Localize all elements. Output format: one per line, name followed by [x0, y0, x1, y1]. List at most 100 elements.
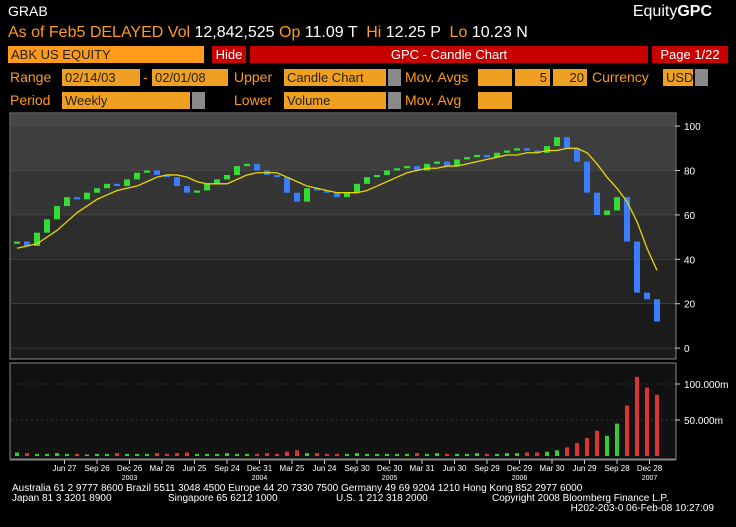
candle — [294, 192, 300, 202]
x-tick-label: Mar 26 — [150, 464, 175, 473]
ma2[interactable]: 20 — [553, 69, 587, 86]
upper-select[interactable]: Candle Chart — [284, 69, 386, 86]
candle — [274, 174, 280, 178]
x-tick-label: Sep 24 — [214, 464, 240, 473]
mov-avgs-label: Mov. Avgs — [405, 69, 469, 85]
dropdown-arrow[interactable] — [388, 92, 401, 109]
candle — [584, 161, 590, 193]
brand-name: GPC — [677, 3, 712, 20]
volume-bar — [55, 453, 59, 456]
candle — [44, 219, 50, 233]
x-tick-label: Dec 30 — [377, 464, 403, 473]
security[interactable]: ABK US EQUITY — [8, 46, 204, 63]
period[interactable]: Weekly — [62, 92, 190, 109]
volume-bar — [615, 423, 619, 456]
candle — [604, 210, 610, 215]
y-tick-label: 0 — [684, 344, 690, 355]
end-date[interactable]: 02/01/08 — [152, 69, 228, 86]
candle — [494, 152, 500, 158]
band — [11, 303, 675, 349]
y-tick-label: 60 — [684, 211, 696, 222]
band — [11, 114, 675, 127]
year-label: 2007 — [642, 475, 658, 482]
candle — [224, 174, 230, 180]
mov-avg-field[interactable] — [478, 92, 512, 109]
x-tick-label: Dec 29 — [507, 464, 533, 473]
footer-text: U.S. 1 212 318 2000 — [336, 493, 428, 504]
open: 11.09 — [304, 24, 344, 41]
y-tick-label: 100.000m — [684, 380, 728, 391]
dropdown-arrow[interactable] — [192, 92, 205, 109]
candle — [254, 163, 260, 171]
volume-bar — [205, 453, 209, 456]
range-label: Range — [10, 69, 52, 85]
volume-panel — [9, 362, 677, 460]
candle — [424, 163, 430, 171]
function: GRAB — [8, 3, 48, 19]
x-tick-label: Sep 26 — [84, 464, 110, 473]
footer-text: H202-203-0 06-Feb-08 10:27:09 — [571, 503, 715, 514]
footer-text: Australia 61 2 9777 8600 Brazil 5511 304… — [12, 483, 583, 494]
low: 10.23 — [471, 24, 512, 41]
volume-bar — [65, 453, 69, 456]
hide-button[interactable]: Hide — [212, 46, 246, 63]
volume-bar — [245, 453, 249, 456]
y-tick-label: 80 — [684, 167, 696, 178]
candle — [74, 197, 80, 200]
volume-bar — [365, 453, 369, 456]
brand-prefix: Equity — [632, 3, 678, 20]
volume-bar — [235, 453, 239, 456]
candle — [564, 137, 570, 149]
volume-bar — [495, 453, 499, 456]
x-tick-label: Jun 30 — [442, 464, 467, 473]
y-tick-label: 20 — [684, 300, 696, 311]
candle — [134, 172, 140, 180]
volume-bar — [35, 453, 39, 456]
volume-bar — [285, 451, 289, 456]
volume-bar — [305, 453, 309, 456]
footer-text: Japan 81 3 3201 8900 — [12, 493, 112, 504]
start-date[interactable]: 02/14/03 — [62, 69, 140, 86]
volume-bar — [425, 453, 429, 456]
page-indicator[interactable]: Page 1/22 — [652, 46, 728, 63]
band — [11, 214, 675, 260]
footer-text: Singapore 65 6212 1000 — [168, 493, 278, 504]
lower-select[interactable]: Volume — [284, 92, 386, 109]
candle — [204, 183, 210, 191]
candle — [34, 232, 40, 246]
currency[interactable]: USD — [663, 69, 693, 86]
candle — [334, 192, 340, 198]
currency-label: Currency — [592, 69, 649, 85]
volume-bar — [125, 453, 129, 456]
volume-bar — [635, 376, 639, 456]
y-tick-label: 100 — [684, 122, 701, 133]
candle — [14, 241, 20, 244]
candle — [554, 137, 560, 147]
dropdown-arrow[interactable] — [388, 69, 401, 86]
volume-bar — [15, 452, 19, 456]
volume-bar — [605, 435, 609, 456]
dash: - — [143, 69, 148, 85]
volume-bar — [405, 453, 409, 456]
candle — [24, 241, 30, 246]
volume-bar — [435, 453, 439, 456]
candle — [144, 170, 150, 173]
volume-bar — [355, 453, 359, 456]
volume-bar — [465, 453, 469, 456]
candle — [524, 148, 530, 151]
ma-field[interactable] — [478, 69, 512, 86]
volume-bar — [115, 453, 119, 456]
volume-bar — [645, 387, 649, 456]
candle — [314, 188, 320, 191]
x-tick-label: Jun 24 — [312, 464, 337, 473]
low-label: Lo — [449, 24, 468, 41]
volume-bar — [95, 453, 99, 456]
year-label: 2004 — [252, 475, 268, 482]
x-tick-label: Sep 29 — [474, 464, 500, 473]
volume-bar — [295, 450, 299, 456]
candle — [464, 157, 470, 160]
volume-bar — [625, 405, 629, 456]
candle — [484, 154, 490, 158]
ma1[interactable]: 5 — [515, 69, 550, 86]
dropdown-arrow[interactable] — [695, 69, 708, 86]
